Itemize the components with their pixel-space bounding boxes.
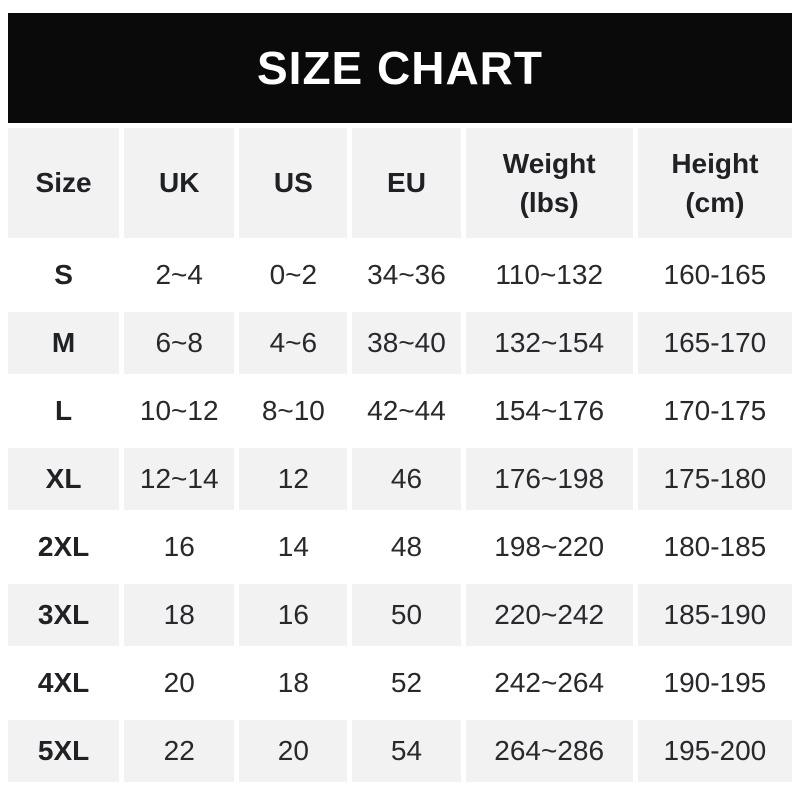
cell-m-us: 4~6: [239, 312, 348, 374]
cell-4xl-uk: 20: [163, 667, 195, 699]
cell-4xl-eu: 52: [390, 667, 423, 699]
column-header-uk: UK: [124, 128, 235, 238]
cell-m-height_cm: 165-170: [637, 312, 792, 374]
cell-l-weight_lbs: 154~176: [494, 395, 605, 427]
cell-3xl-height_cm: 185-190: [637, 584, 792, 646]
cell-5xl-eu: 54: [352, 720, 461, 782]
cell-m-weight_lbs: 132~154: [465, 312, 633, 374]
column-header-size: Size: [8, 128, 120, 238]
cell-2xl-us: 14: [277, 531, 309, 563]
row-label-m: M: [8, 312, 120, 374]
cell-5xl-height_cm: 195-200: [637, 720, 792, 782]
cell-2xl-weight_lbs: 198~220: [494, 531, 605, 563]
cell-s-weight_lbs: 110~132: [495, 259, 604, 291]
cell-xl-eu: 46: [352, 448, 461, 510]
size-chart-banner: SIZE CHART: [8, 13, 792, 123]
row-label-3xl: 3XL: [8, 584, 120, 646]
row-label-l: L: [55, 395, 73, 427]
cell-xl-uk: 12~14: [124, 448, 235, 510]
cell-2xl-uk: 16: [163, 531, 195, 563]
cell-s-height_cm: 160-165: [663, 259, 767, 291]
cell-2xl-height_cm: 180-185: [663, 531, 767, 563]
row-label-xl: XL: [8, 448, 120, 510]
cell-2xl-eu: 48: [390, 531, 423, 563]
cell-3xl-uk: 18: [124, 584, 235, 646]
row-label-5xl: 5XL: [8, 720, 120, 782]
cell-s-eu: 34~36: [367, 259, 446, 291]
cell-xl-weight_lbs: 176~198: [465, 448, 633, 510]
row-label-s: S: [54, 259, 73, 291]
column-header-eu: EU: [352, 128, 461, 238]
cell-5xl-uk: 22: [124, 720, 235, 782]
column-header-us: US: [239, 128, 348, 238]
cell-l-uk: 10~12: [139, 395, 219, 427]
page-title: SIZE CHART: [257, 42, 543, 94]
cell-l-us: 8~10: [261, 395, 325, 427]
cell-3xl-eu: 50: [352, 584, 461, 646]
cell-5xl-us: 20: [239, 720, 348, 782]
column-header-weight_lbs: Weight (lbs): [465, 128, 633, 238]
cell-m-uk: 6~8: [124, 312, 235, 374]
cell-s-uk: 2~4: [155, 259, 203, 291]
cell-4xl-weight_lbs: 242~264: [494, 667, 605, 699]
cell-l-height_cm: 170-175: [663, 395, 767, 427]
cell-3xl-weight_lbs: 220~242: [465, 584, 633, 646]
cell-s-us: 0~2: [269, 259, 318, 291]
cell-m-eu: 38~40: [352, 312, 461, 374]
cell-xl-height_cm: 175-180: [637, 448, 792, 510]
cell-xl-us: 12: [239, 448, 348, 510]
size-chart-table: Size UK US EU Weight (lbs) Height (cm) S 2~4 0~2…: [8, 128, 792, 782]
column-header-height_cm: Height (cm): [637, 128, 792, 238]
cell-l-eu: 42~44: [367, 395, 446, 427]
row-label-4xl: 4XL: [37, 667, 90, 699]
row-label-2xl: 2XL: [37, 531, 90, 563]
cell-5xl-weight_lbs: 264~286: [465, 720, 633, 782]
cell-3xl-us: 16: [239, 584, 348, 646]
cell-4xl-height_cm: 190-195: [663, 667, 767, 699]
cell-4xl-us: 18: [277, 667, 309, 699]
